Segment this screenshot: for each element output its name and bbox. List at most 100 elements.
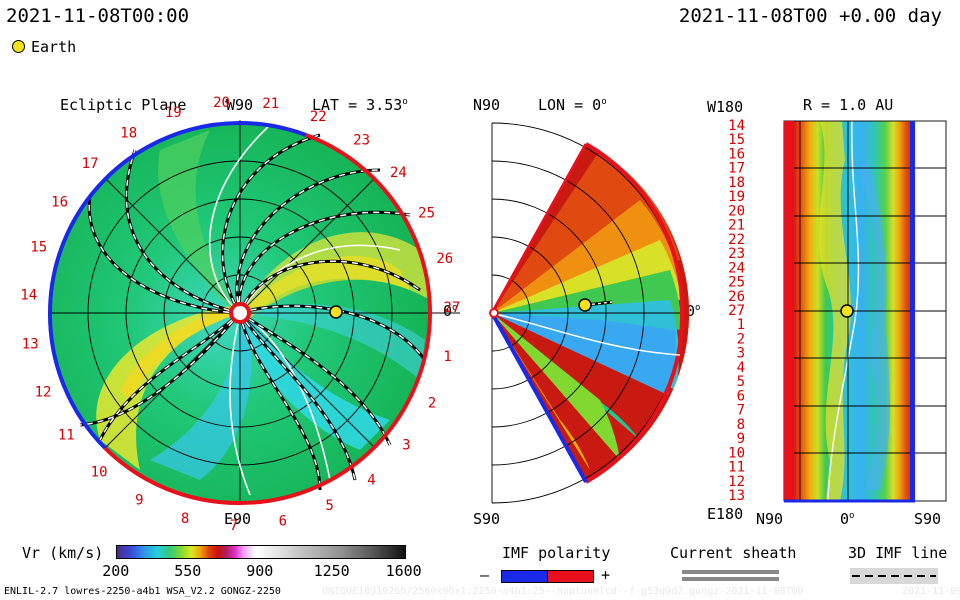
vr-colorbar	[116, 545, 406, 559]
imf-line-swatch	[850, 568, 938, 584]
sun-marker	[229, 302, 251, 324]
ecliptic-day-tick: 8	[181, 511, 189, 527]
radial-x-right: S90	[914, 510, 942, 528]
ecliptic-day-tick: 23	[353, 132, 370, 148]
colorbar-tick: 1600	[385, 562, 422, 580]
colorbar-ticks: 200 550 900 1250 1600	[0, 562, 960, 582]
earth-marker-meridional	[578, 298, 592, 312]
radial-x-mid: 0o	[840, 510, 855, 528]
radial-day-tick: 21	[728, 218, 745, 234]
current-sheath-label: Current sheath	[670, 544, 797, 562]
earth-legend-label: Earth	[31, 38, 77, 56]
colorbar-tick: 200	[102, 562, 130, 580]
radial-bottom-left-label: E180	[707, 505, 744, 523]
radial-day-tick: 2	[737, 332, 745, 348]
ecliptic-day-tick: 25	[418, 205, 435, 221]
radial-day-tick: 15	[728, 132, 745, 148]
radial-day-tick: 24	[728, 260, 745, 276]
ecliptic-day-tick: 21	[262, 96, 279, 112]
ecliptic-day-tick: 10	[91, 464, 108, 480]
radial-day-tick: 22	[728, 232, 745, 248]
radial-top-left-label: W180	[707, 98, 744, 116]
ecliptic-day-tick: 19	[165, 105, 182, 121]
meridional-right-label: 0o	[686, 302, 701, 320]
radial-day-tick: 14	[728, 118, 745, 134]
radial-day-tick: 6	[737, 388, 745, 404]
meridional-top-label: N90	[473, 96, 501, 114]
ecliptic-bottom-label: E90	[224, 510, 252, 528]
earth-marker-radial	[840, 304, 854, 318]
radial-day-tick: 13	[728, 488, 745, 504]
ecliptic-day-tick: 14	[20, 288, 37, 304]
ecliptic-day-tick: 18	[120, 126, 137, 142]
radial-day-tick: 8	[737, 417, 745, 433]
ecliptic-day-tick: 3	[402, 438, 410, 454]
ecliptic-day-tick: 12	[35, 384, 52, 400]
ecliptic-day-tick: 1	[443, 349, 451, 365]
radial-day-tick: 4	[737, 360, 745, 376]
timestamp: 2021-11-08T00:00	[6, 5, 190, 27]
radial-day-tick: 5	[737, 374, 745, 390]
ecliptic-day-tick: 15	[30, 239, 47, 255]
negative-polarity-swatch	[501, 570, 548, 583]
ecliptic-day-tick: 9	[135, 493, 143, 509]
radial-day-tick: 19	[728, 189, 745, 205]
ecliptic-day-tick: 20	[213, 95, 230, 111]
ecliptic-day-tick: 17	[82, 156, 99, 172]
radial-day-tick: 20	[728, 203, 745, 219]
imf-polarity-minus: –	[480, 566, 490, 584]
colorbar-label: Vr (km/s)	[22, 544, 104, 562]
ecliptic-top-label: W90	[226, 96, 254, 114]
radial-day-tick: 7	[737, 403, 745, 419]
ecliptic-day-tick: 11	[58, 428, 75, 444]
ecliptic-day-tick: 26	[436, 251, 453, 267]
radial-day-tick: 17	[728, 161, 745, 177]
footer-date: 2021-11-09	[902, 586, 960, 597]
elapsed-time: 2021-11-08T00 +0.00 day	[678, 5, 942, 27]
radial-day-tick: 26	[728, 289, 745, 305]
radial-day-tick: 23	[728, 246, 745, 262]
run-id: UNIQUE10919260/2560x90x1:2250-a4b1:25--n…	[322, 586, 804, 597]
ecliptic-day-tick: 22	[310, 109, 327, 125]
earth-marker	[329, 305, 343, 319]
radial-day-tick: 11	[728, 460, 745, 476]
model-version: ENLIL-2.7 lowres-2250-a4b1 WSA_V2.2 GONG…	[4, 586, 281, 597]
ecliptic-lat-label: LAT = 3.53o	[312, 96, 408, 114]
current-sheath-line-2	[682, 577, 779, 581]
imf-line-label: 3D IMF line	[848, 544, 948, 562]
meridional-bottom-label: S90	[473, 510, 501, 528]
positive-polarity-swatch	[547, 570, 594, 583]
ecliptic-day-tick: 2	[428, 396, 436, 412]
ecliptic-day-tick: 4	[367, 472, 375, 488]
radial-day-tick: 9	[737, 431, 745, 447]
ecliptic-day-tick: 13	[22, 337, 39, 353]
radial-day-tick: 10	[728, 445, 745, 461]
earth-legend-icon	[12, 40, 25, 53]
radial-day-tick: 1	[737, 317, 745, 333]
radial-day-tick: 12	[728, 474, 745, 490]
colorbar-tick: 1250	[313, 562, 350, 580]
ecliptic-day-tick: 16	[51, 195, 68, 211]
ecliptic-right-label: 0o	[443, 302, 458, 320]
current-sheath-line-1	[682, 570, 779, 574]
ecliptic-day-tick: 24	[390, 165, 407, 181]
ecliptic-day-tick: 5	[325, 498, 333, 514]
ecliptic-day-tick: 7	[230, 518, 238, 534]
radial-day-tick: 16	[728, 147, 745, 163]
ecliptic-title: Ecliptic Plane	[60, 96, 187, 114]
radial-day-tick: 18	[728, 175, 745, 191]
radial-title: R = 1.0 AU	[803, 96, 894, 114]
radial-day-tick: 27	[728, 303, 745, 319]
imf-polarity-label: IMF polarity	[502, 544, 611, 562]
colorbar-tick: 550	[174, 562, 202, 580]
meridional-lon-label: LON = 0o	[538, 96, 607, 114]
ecliptic-day-tick: 27	[443, 300, 460, 316]
imf-polarity-plus: +	[601, 566, 611, 584]
colorbar-tick: 900	[246, 562, 274, 580]
radial-day-tick: 25	[728, 275, 745, 291]
radial-day-tick: 3	[737, 346, 745, 362]
radial-x-left: N90	[756, 510, 784, 528]
